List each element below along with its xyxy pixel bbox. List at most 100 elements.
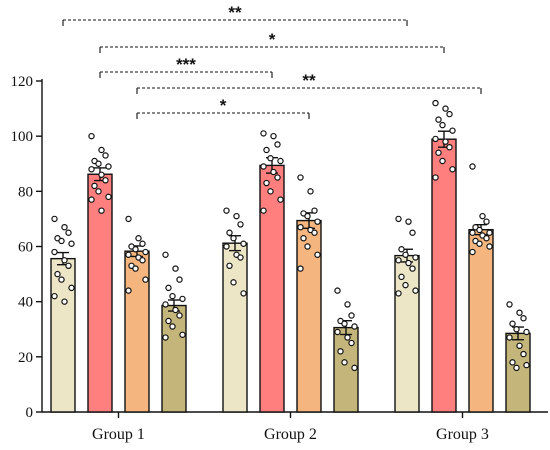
data-point <box>169 323 176 330</box>
data-point <box>307 188 314 195</box>
data-point <box>274 141 281 148</box>
data-point <box>139 240 146 247</box>
data-point <box>223 243 230 250</box>
data-point <box>61 223 68 231</box>
significance-label: ** <box>228 3 242 22</box>
data-point <box>54 270 61 278</box>
data-point <box>233 212 240 220</box>
data-point <box>523 361 530 369</box>
data-point <box>348 312 355 319</box>
data-point <box>105 163 112 170</box>
data-point <box>395 257 402 264</box>
data-point <box>98 146 105 154</box>
bar <box>222 242 248 413</box>
data-point <box>260 130 267 137</box>
bar <box>394 254 420 413</box>
data-point <box>142 248 149 256</box>
data-point <box>476 226 483 234</box>
data-point <box>68 284 75 292</box>
data-point <box>88 196 95 203</box>
bar <box>468 228 494 413</box>
data-point <box>267 188 274 195</box>
significance-label: * <box>220 96 227 115</box>
data-point <box>446 143 453 151</box>
data-point <box>223 207 230 214</box>
data-point <box>435 149 442 156</box>
data-point <box>102 152 109 159</box>
data-point <box>98 171 105 178</box>
data-point <box>348 339 355 347</box>
data-point <box>439 157 446 165</box>
data-point <box>523 328 530 336</box>
data-point <box>169 292 176 300</box>
data-point <box>58 237 65 245</box>
data-point <box>230 235 237 242</box>
data-point <box>132 246 139 253</box>
data-point <box>132 265 139 272</box>
data-point <box>142 276 149 283</box>
x-tick-label: Group 1 <box>92 426 145 443</box>
data-point <box>412 287 419 294</box>
data-point <box>226 229 233 236</box>
data-point <box>446 110 453 118</box>
x-tick-label: Group 2 <box>264 426 317 443</box>
data-point <box>442 138 449 145</box>
data-point <box>479 212 486 220</box>
data-point <box>277 196 284 203</box>
data-point <box>402 251 409 258</box>
data-point <box>162 334 169 341</box>
data-point <box>172 306 179 314</box>
bar <box>296 219 322 413</box>
data-point <box>304 212 311 220</box>
data-point <box>469 229 476 236</box>
data-point <box>334 287 341 294</box>
data-point <box>165 284 172 292</box>
data-point <box>61 298 68 305</box>
data-point <box>513 364 520 372</box>
bar <box>161 304 187 413</box>
data-point <box>449 166 456 173</box>
data-point <box>162 301 169 308</box>
data-point <box>486 243 493 250</box>
significance-label: *** <box>176 55 196 74</box>
data-point <box>125 215 132 223</box>
data-point <box>435 116 442 123</box>
data-point <box>68 240 75 247</box>
data-point <box>277 157 284 165</box>
significance-label: * <box>269 30 276 49</box>
data-point <box>240 290 247 297</box>
data-point <box>237 254 244 261</box>
data-point <box>520 350 527 358</box>
data-point <box>506 301 513 308</box>
data-point <box>260 207 267 214</box>
bar <box>87 173 113 413</box>
data-point <box>405 259 412 267</box>
data-point <box>314 218 321 225</box>
data-point <box>102 177 109 184</box>
data-point <box>405 218 412 225</box>
data-point <box>409 265 416 272</box>
data-point <box>274 174 281 181</box>
y-tick-label: 60 <box>18 240 33 256</box>
data-point <box>230 279 237 286</box>
data-point <box>98 207 105 214</box>
significance-label: ** <box>302 71 316 90</box>
data-point <box>486 229 493 236</box>
data-point <box>91 182 98 190</box>
data-point <box>172 265 179 272</box>
y-tick-label: 120 <box>11 74 34 90</box>
data-point <box>162 251 169 258</box>
bar <box>124 250 150 413</box>
data-point <box>506 334 513 341</box>
data-point <box>469 248 476 256</box>
y-tick-label: 0 <box>26 405 34 421</box>
data-point <box>297 265 304 272</box>
data-point <box>226 262 233 270</box>
data-point <box>412 254 419 261</box>
bar <box>431 138 457 413</box>
data-point <box>297 174 304 181</box>
data-point <box>509 359 516 366</box>
data-point <box>476 240 483 247</box>
